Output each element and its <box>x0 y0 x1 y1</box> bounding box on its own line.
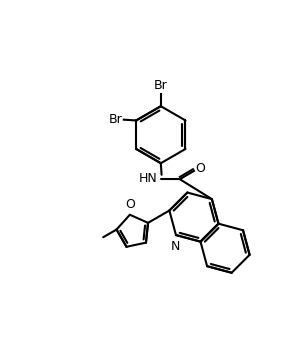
Text: O: O <box>125 198 135 211</box>
Text: Br: Br <box>109 113 122 126</box>
Text: N: N <box>170 240 180 253</box>
Text: Br: Br <box>154 79 168 92</box>
Text: O: O <box>196 162 205 175</box>
Text: HN: HN <box>139 172 158 185</box>
